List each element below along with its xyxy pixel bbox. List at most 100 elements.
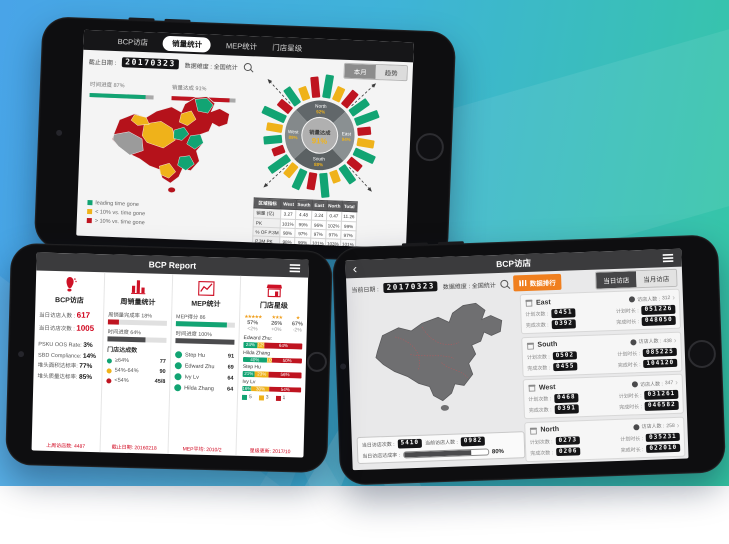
china-outline-map[interactable] [351,296,521,420]
menu-icon[interactable] [662,257,674,260]
visits-title: BCP访店 [495,257,532,270]
report-title: BCP Report [148,259,197,271]
col-footer: 星级更新: 2017/10 [249,448,291,456]
month-visits-button[interactable]: 当月访店 [635,269,677,288]
region-card-east[interactable]: East 访店人数 :312 › 计划次数 :0451 计划时长 :051226 … [519,288,681,335]
tab-sales-stats[interactable]: 销量统计 [162,35,212,53]
chevron-right-icon: › [673,335,677,345]
region-card-north[interactable]: North 访店人数 :258 › 计划次数 :0273 计划时长 :035231… [524,416,686,462]
summary-count: 5410 [397,439,423,449]
mep-score-bar [175,321,235,328]
star-group: ★★★ 26% +0% [271,314,283,333]
camera-dot [17,351,25,358]
col-title: 周销量统计 [120,298,156,307]
today-visits-button[interactable]: 当日访店 [595,271,637,289]
home-button[interactable] [687,339,717,369]
quadrant-west-value: 89% [288,135,297,140]
dimension-label[interactable]: 数据维度 : 全国统计 [184,63,238,72]
quadrant-west-label: West [288,129,300,134]
donut-center-value: 91% [312,136,328,146]
regional-sales-table: 区域指标 West South East North Total 销量 (亿) 3.27… [252,197,357,249]
line-chart-icon [198,280,215,296]
quadrant-divider-arrows [266,81,374,189]
people-icon [633,423,640,430]
col-footer: MEP平均: 2010/2 [182,446,222,454]
col-title: BCP访店 [54,296,84,305]
time-bar [107,336,167,343]
quadrant-east-label: East [342,131,352,136]
map-legend: leading time gone < 10% vs. time gone > … [86,198,146,227]
star-groups: ★★★★★ 57% <2% ★★★ 26% +0% ★ 67% -2% [244,314,303,334]
stacked-bar: 21% 23% 56% [242,370,302,378]
col-footer: 上周访店数: 4487 [46,442,86,450]
col-title: MEP统计 [191,300,221,309]
kpi-line: 堆头质量达标率: 85% [37,373,93,381]
date-label: 当前日期 : [351,286,379,294]
stacked-person: Hilda Zhang 40% 10% 50% [242,349,303,364]
quadrant-south-label: South [313,156,326,161]
stat-line: 当日访店次数 : 1005 [38,323,95,334]
volume-button [401,242,428,247]
store-icon [528,384,536,392]
bar-chart-icon [131,280,146,295]
report-columns: BCP访店 当日访店人数 : 617 当日访店次数 : 1005 PSKU OO… [32,270,309,458]
region-card-south[interactable]: South 访店人数 :438 › 计划次数 :0502 计划时长 :085225… [521,331,683,377]
col-title: 门店星级 [259,302,288,311]
date-display[interactable]: 20170323 [122,56,179,70]
bcp-report-screen: BCP Report BCP访店 当日访店人数 : 617 当日访店次数 : 1… [31,252,309,458]
quadrant-east-value: 94% [342,137,351,142]
home-button[interactable] [415,132,445,162]
dimension-label[interactable]: 数据维度 : 全国统计 [442,282,496,291]
col-footer: 截止日期: 20160218 [111,444,157,452]
volume-button [164,18,191,23]
stacked-bar: 16% 30% 54% [242,385,302,393]
stacked-person: Step Hu 21% 23% 56% [242,364,302,378]
chevron-right-icon: › [675,377,679,387]
region-card-west[interactable]: West 访店人数 :347 › 计划次数 :0468 计划时长 :031261 … [522,373,684,420]
star-group: ★★★★★ 57% <2% [244,313,262,333]
breakdown-row: <54% 45/8 [106,375,165,387]
desktop-background: BCP访店 销量统计 MEP统计 门店星级 截止日期 : 20170323 数据… [0,0,729,486]
tab-bcp-visit[interactable]: BCP访店 [117,36,149,47]
phone-bcp-report: BCP Report BCP访店 当日访店人数 : 617 当日访店次数 : 1… [5,242,333,474]
people-icon [632,381,639,388]
people-icon [630,338,637,345]
chevron-right-icon: › [676,420,680,430]
bar-chart-icon [519,280,527,287]
store-icon [529,427,538,435]
people-icon [629,296,636,303]
data-ranking-button[interactable]: 数据排行 [513,273,563,292]
tab-mep-stats[interactable]: MEP统计 [225,40,258,51]
summary-people: 0982 [460,436,486,447]
report-col-star-rating: 门店星级 ★★★★★ 57% <2% ★★★ 26% +0% ★ 67% -2% Edwar… [235,275,309,458]
visit-period-toggle: 当日访店 当月访店 [594,268,678,290]
regional-sunburst-chart[interactable]: 销量达成 91% North 92% East 94% South 88% We… [254,69,386,201]
summary-count-label: 当日访店次数 : [361,441,395,450]
report-col-visit: BCP访店 当日访店人数 : 617 当日访店次数 : 1005 PSKU OO… [32,270,105,452]
stacked-person: Edward Zhu: 24% 12% 64% [243,335,303,349]
search-icon[interactable] [500,279,509,288]
search-icon[interactable] [243,62,252,72]
bar-label: 周销量完成率 18% [108,312,153,320]
breakdown-title: 门店达成数 [107,347,138,355]
home-button[interactable] [306,351,328,373]
date-display[interactable]: 20170323 [383,281,439,294]
menu-icon[interactable] [289,267,301,270]
donut-center-title: 销量达成 [309,128,331,137]
stacked-bar: 40% 10% 50% [242,356,303,364]
volume-button [437,241,464,246]
time-bar [175,338,235,345]
stacked-bar: 24% 12% 64% [243,341,303,349]
bar-label: MEP得分 86 [175,314,206,321]
tab-store-rating[interactable]: 门店星级 [272,42,303,53]
china-choropleth-map[interactable] [80,87,254,201]
bar-label: 时间进度 100% [175,331,212,339]
daily-summary-panel: 当日访店次数 : 5410 当前访店人数 : 0982 当日访店达成率 : 80… [356,431,526,465]
bcp-visits-screen: ‹ BCP访店 当前日期 : 20170323 数据维度 : 全国统计 数据排行… [345,248,689,471]
report-col-mep: MEP统计 MEP得分 86 时间进度 100% Step Hu 91 Edwar… [167,274,241,456]
back-icon[interactable]: ‹ [352,260,358,277]
completion-bar [107,319,167,326]
sales-dashboard-screen: BCP访店 销量统计 MEP统计 门店星级 截止日期 : 20170323 数据… [76,29,414,249]
camera-dot [340,363,347,370]
star-group: ★ 67% -2% [291,315,303,334]
